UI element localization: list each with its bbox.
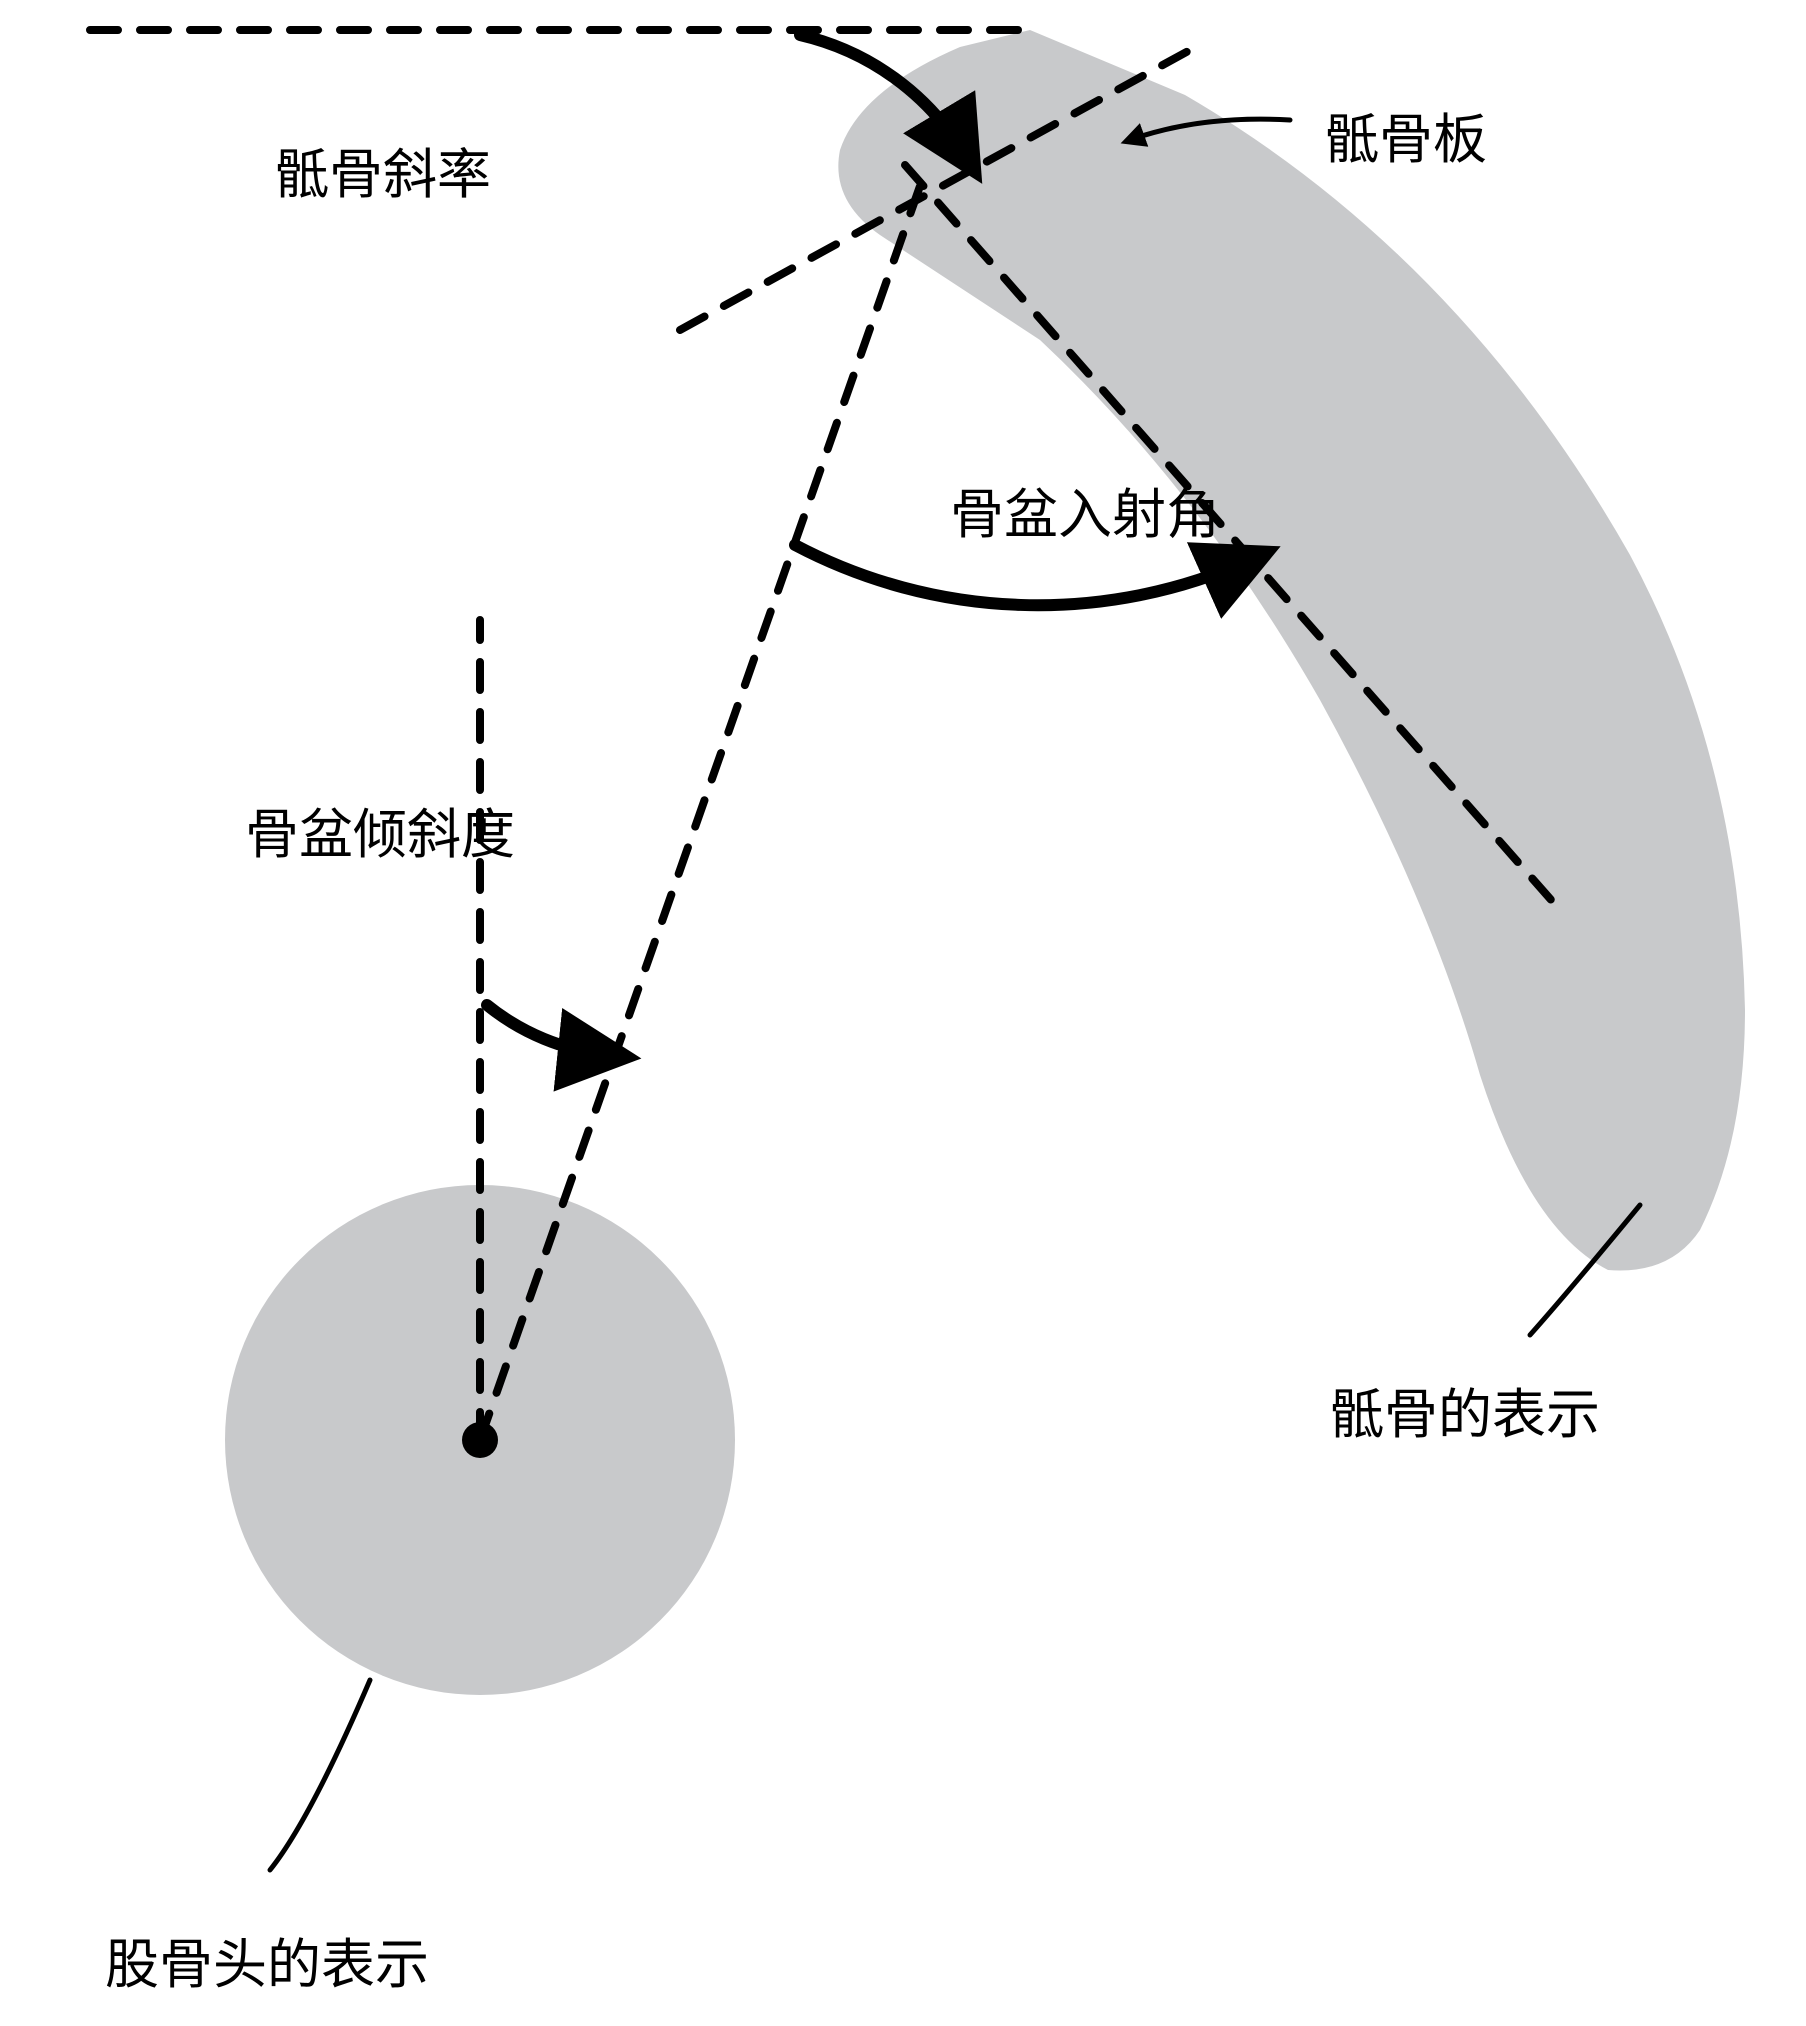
pelvic-incidence-label: 骨盆入射角 [950,470,1220,549]
sacrum-shape [838,30,1745,1271]
femoral-rep-label: 股骨头的表示 [105,1920,429,1999]
pelvic-tilt-arc [487,1005,608,1055]
sacral-slope-label: 骶骨斜率 [275,130,491,209]
pelvic-incidence-arc [795,545,1250,605]
sacrum-rep-label: 骶骨的表示 [1330,1370,1600,1449]
femoral-head-leader [270,1680,370,1870]
hip-to-plate-line [480,186,920,1440]
pelvic-tilt-label: 骨盆倾斜度 [245,790,515,869]
sacral-plate-label: 骶骨板 [1325,95,1487,174]
diagram-canvas [0,0,1806,2026]
